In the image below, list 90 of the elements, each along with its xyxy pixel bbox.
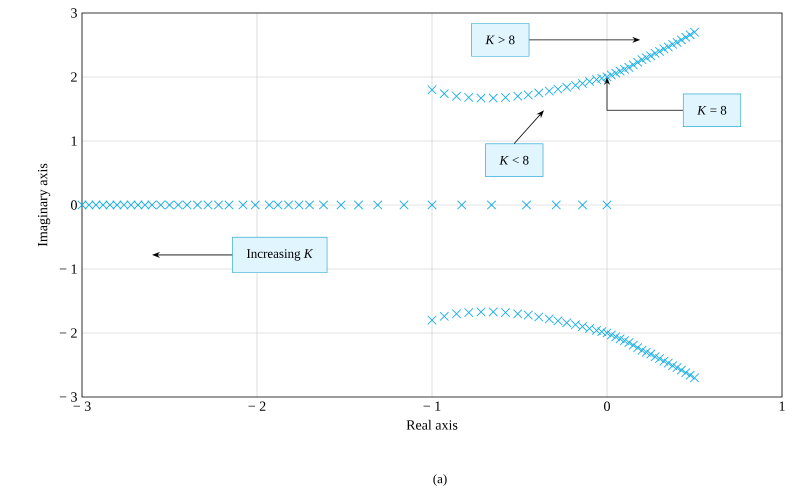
point bbox=[399, 200, 409, 210]
point bbox=[690, 373, 700, 382]
point bbox=[672, 362, 682, 372]
point bbox=[646, 51, 656, 61]
point bbox=[486, 200, 496, 210]
annotation: K > 8 bbox=[485, 35, 515, 44]
y-tick-label: 2 bbox=[71, 72, 77, 82]
point bbox=[488, 93, 498, 103]
point bbox=[664, 42, 673, 52]
y-tick-label: − 1 bbox=[60, 264, 77, 274]
point bbox=[620, 64, 630, 74]
point bbox=[650, 352, 660, 362]
x-axis-title: Real axis bbox=[406, 420, 458, 430]
point bbox=[602, 328, 612, 338]
point bbox=[522, 200, 532, 210]
point bbox=[427, 85, 437, 94]
point bbox=[668, 40, 678, 50]
x-tick-label: 0 bbox=[604, 402, 610, 411]
point bbox=[238, 200, 248, 210]
point bbox=[488, 307, 498, 317]
point bbox=[664, 358, 673, 368]
point bbox=[672, 38, 682, 48]
point bbox=[632, 343, 642, 352]
x-tick-label: 1 bbox=[780, 402, 785, 411]
point bbox=[659, 356, 669, 366]
point bbox=[606, 330, 616, 340]
point bbox=[597, 327, 606, 336]
point bbox=[624, 338, 634, 348]
y-axis-title: Imaginary axis bbox=[38, 164, 50, 246]
point bbox=[620, 336, 630, 346]
y-tick-label: 0 bbox=[71, 200, 77, 210]
x-tick-label: − 1 bbox=[424, 402, 440, 411]
annotation: K = 8 bbox=[697, 106, 726, 115]
point bbox=[681, 368, 690, 378]
point bbox=[464, 92, 474, 102]
point bbox=[452, 92, 462, 101]
point bbox=[628, 60, 638, 70]
point bbox=[646, 349, 656, 359]
point bbox=[681, 32, 690, 42]
y-tick-label: − 2 bbox=[60, 328, 77, 338]
x-tick-label: − 2 bbox=[248, 402, 266, 411]
point bbox=[427, 200, 437, 210]
point bbox=[440, 312, 449, 322]
point bbox=[685, 30, 695, 40]
y-tick-label: − 3 bbox=[60, 392, 77, 402]
point bbox=[615, 334, 625, 344]
point bbox=[452, 309, 462, 318]
point bbox=[642, 53, 652, 62]
point bbox=[476, 307, 486, 317]
point bbox=[654, 46, 664, 56]
point bbox=[606, 70, 616, 80]
annotation: Increasing K bbox=[246, 249, 314, 261]
point bbox=[440, 88, 449, 98]
point bbox=[637, 55, 647, 64]
point bbox=[615, 66, 625, 76]
text: (a) bbox=[433, 474, 447, 486]
point bbox=[637, 346, 647, 355]
point bbox=[632, 58, 642, 67]
point bbox=[676, 365, 686, 375]
point bbox=[552, 200, 561, 210]
point bbox=[602, 200, 612, 210]
point bbox=[628, 340, 638, 350]
point bbox=[654, 354, 664, 364]
point bbox=[650, 48, 660, 58]
point bbox=[500, 92, 510, 102]
point bbox=[611, 68, 620, 78]
point bbox=[597, 74, 606, 83]
point bbox=[611, 332, 620, 342]
point bbox=[476, 93, 486, 103]
point bbox=[659, 44, 669, 54]
point bbox=[336, 200, 346, 210]
annotation: K < 8 bbox=[499, 156, 529, 165]
point bbox=[427, 316, 437, 325]
point bbox=[354, 200, 364, 210]
point bbox=[373, 200, 382, 210]
y-tick-label: 1 bbox=[72, 136, 77, 146]
point bbox=[668, 360, 678, 370]
point bbox=[624, 62, 634, 72]
point bbox=[318, 200, 328, 210]
point bbox=[250, 200, 260, 210]
point bbox=[578, 200, 588, 210]
point bbox=[690, 28, 700, 37]
point bbox=[464, 308, 474, 318]
y-tick-label: 3 bbox=[71, 8, 77, 18]
point bbox=[685, 370, 695, 380]
point bbox=[676, 35, 686, 45]
point bbox=[642, 348, 652, 357]
point bbox=[500, 308, 510, 318]
point bbox=[602, 72, 612, 82]
point bbox=[457, 200, 466, 210]
